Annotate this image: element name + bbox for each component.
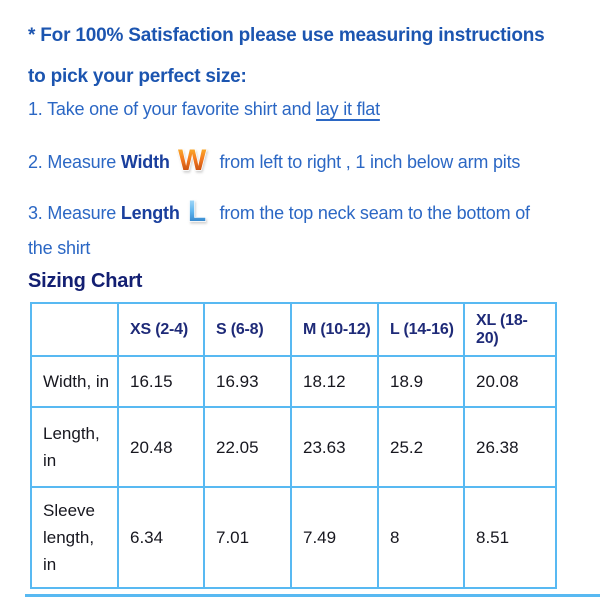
row-label: Width, in [30,355,119,408]
step3-text-suffix: from the top neck seam to the bottom of [214,203,530,223]
table-row-width: Width, in 16.15 16.93 18.12 18.9 20.08 [30,355,557,408]
cell-value: 6.34 [117,486,205,589]
table-header-row: XS (2-4) S (6-8) M (10-12) L (14-16) XL … [30,302,557,357]
sizing-chart-table: XS (2-4) S (6-8) M (10-12) L (14-16) XL … [30,302,557,589]
measuring-step-1: 1. Take one of your favorite shirt and l… [28,99,380,120]
header-cell-s: S (6-8) [203,302,292,357]
row-label: Length, in [30,406,119,488]
sizing-chart-title: Sizing Chart [28,270,143,292]
satisfaction-note-line1: * For 100% Satisfaction please use measu… [28,25,545,46]
satisfaction-note-line2: to pick your perfect size: [28,66,247,87]
header-cell-empty [30,302,119,357]
header-cell-m: M (10-12) [290,302,379,357]
header-cell-l: L (14-16) [377,302,465,357]
satisfaction-note: * For 100% Satisfaction please use measu… [28,15,545,97]
step2-text-suffix: from left to right , 1 inch below arm pi… [214,152,521,172]
measuring-step-2: 2. Measure Width W from left to right , … [28,142,520,182]
cell-value: 20.48 [117,406,205,488]
row-label: Sleeve length, in [30,486,119,589]
cell-value: 8 [377,486,465,589]
step3-length-label: Length [120,203,180,223]
cell-value: 16.15 [117,355,205,408]
svg-text:L: L [188,195,206,228]
bottom-divider [25,594,600,597]
cell-value: 26.38 [463,406,557,488]
step1-text: 1. Take one of your favorite shirt and [28,99,317,119]
width-letter-icon: W [177,143,208,177]
cell-value: 22.05 [203,406,292,488]
lay-it-flat-underline: lay it flat [316,99,380,119]
step2-text: 2. Measure [28,152,121,172]
cell-value: 18.12 [290,355,379,408]
cell-value: 16.93 [203,355,292,408]
cell-value: 7.01 [203,486,292,589]
cell-value: 25.2 [377,406,465,488]
svg-text:W: W [178,144,207,177]
cell-value: 8.51 [463,486,557,589]
header-cell-xl: XL (18-20) [463,302,557,357]
step3-text-line2: the shirt [28,238,91,258]
step3-text: 3. Measure [28,203,121,223]
cell-value: 23.63 [290,406,379,488]
length-letter-icon: L [187,194,207,228]
table-row-length: Length, in 20.48 22.05 23.63 25.2 26.38 [30,406,557,488]
header-cell-xs: XS (2-4) [117,302,205,357]
table-row-sleeve-length: Sleeve length, in 6.34 7.01 7.49 8 8.51 [30,486,557,589]
measuring-step-3: 3. Measure Length L from the top neck se… [28,194,573,266]
cell-value: 20.08 [463,355,557,408]
cell-value: 18.9 [377,355,465,408]
cell-value: 7.49 [290,486,379,589]
step2-width-label: Width [120,152,170,172]
